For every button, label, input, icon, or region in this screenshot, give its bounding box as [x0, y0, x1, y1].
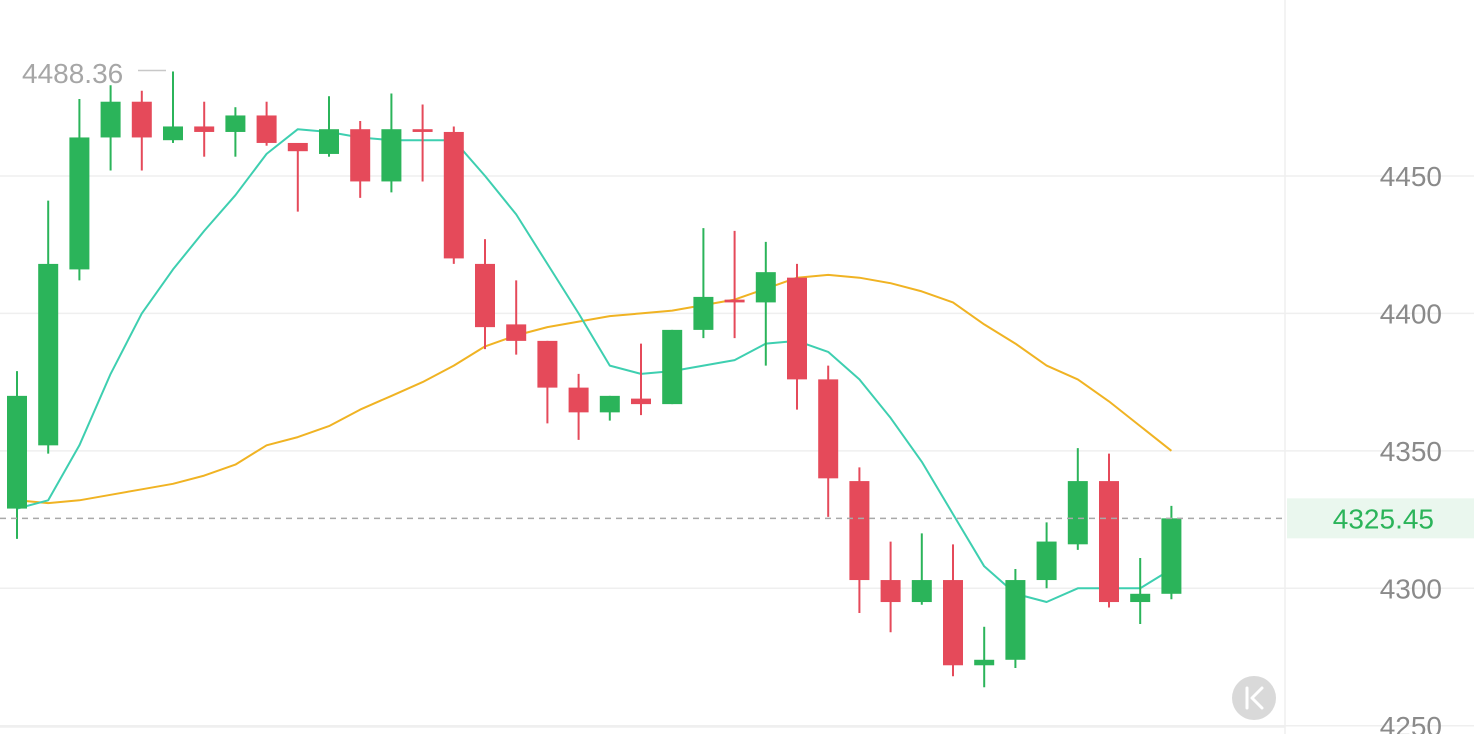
candle[interactable] [568, 373, 589, 440]
candle-body [568, 387, 589, 413]
ma-short-layer [16, 128, 1172, 603]
candle[interactable] [163, 71, 183, 143]
y-tick-label: 4350 [1380, 436, 1442, 467]
candle[interactable] [693, 228, 714, 339]
candle[interactable] [1067, 448, 1088, 550]
candle-body [631, 398, 651, 405]
candle[interactable] [755, 241, 776, 366]
candle[interactable] [662, 329, 683, 405]
candle[interactable] [818, 365, 839, 517]
candles-layer [7, 71, 1182, 688]
candle-body [131, 101, 152, 138]
chevrons-left-icon [1245, 686, 1264, 710]
candle[interactable] [943, 544, 963, 677]
candle[interactable] [350, 120, 371, 198]
candle-body [724, 299, 745, 303]
candle[interactable] [1130, 558, 1151, 625]
y-tick-label: 4250 [1380, 711, 1442, 734]
y-tick-label: 4450 [1380, 161, 1442, 192]
candle-body [599, 395, 620, 413]
candle-body [1161, 518, 1182, 594]
scroll-to-latest-button[interactable] [1232, 676, 1276, 720]
candle-body [537, 340, 558, 388]
candle-body [1067, 481, 1088, 545]
candle-body [1099, 481, 1119, 603]
candle[interactable] [100, 85, 121, 171]
candle[interactable] [880, 541, 901, 633]
candle[interactable] [443, 126, 464, 264]
candle-body [287, 142, 308, 152]
high-marker: 4488.36 [22, 58, 166, 89]
candle-body [7, 395, 27, 509]
candle[interactable] [7, 371, 27, 539]
candle[interactable] [69, 98, 90, 281]
candle-body [943, 580, 963, 666]
candle[interactable] [475, 239, 495, 350]
ma-long-line [16, 273, 1173, 505]
candle-body [506, 324, 527, 341]
candle-body [100, 101, 121, 138]
candle[interactable] [911, 533, 932, 605]
candle-body [381, 129, 402, 182]
candle[interactable] [38, 200, 59, 454]
candle-body [1005, 580, 1026, 660]
y-axis: 4450 4400 4350 4300 4250 [1380, 161, 1442, 734]
candle-body [662, 329, 683, 405]
candle-body [443, 131, 464, 259]
candle-body [693, 296, 714, 330]
candle[interactable] [319, 96, 339, 157]
candle[interactable] [225, 107, 246, 157]
candle[interactable] [256, 101, 277, 146]
candle[interactable] [787, 263, 807, 410]
candle-body [911, 580, 932, 603]
candle-body [974, 659, 995, 666]
candle-body [880, 580, 901, 603]
candle-body [787, 277, 807, 380]
candle[interactable] [506, 280, 527, 355]
candle-body [69, 137, 90, 270]
candle[interactable] [974, 626, 995, 688]
ma-short-line [16, 128, 1172, 603]
candle[interactable] [724, 230, 745, 339]
candle[interactable] [1005, 569, 1026, 669]
candle[interactable] [287, 142, 308, 212]
candle-body [350, 129, 371, 182]
y-tick-label: 4300 [1380, 573, 1442, 604]
ma-long-layer [16, 273, 1173, 505]
candle[interactable] [412, 104, 433, 182]
candle-body [1130, 593, 1151, 603]
candle-body [412, 129, 433, 132]
candle-body [475, 263, 495, 328]
candle[interactable] [1161, 505, 1182, 600]
candle-body [319, 129, 339, 154]
candle[interactable] [1036, 522, 1057, 589]
candle[interactable] [131, 90, 152, 171]
candle[interactable] [381, 93, 402, 193]
candle-body [38, 263, 59, 446]
candle[interactable] [631, 343, 651, 416]
candle-body [163, 126, 183, 141]
candle-body [818, 379, 839, 479]
candle-body [1036, 541, 1057, 581]
high-label: 4488.36 [22, 58, 123, 89]
candle[interactable] [194, 101, 215, 157]
candle[interactable] [599, 395, 620, 421]
current-price-label: 4325.45 [1333, 503, 1434, 534]
candle[interactable] [537, 340, 558, 424]
candle-body [755, 272, 776, 303]
y-tick-label: 4400 [1380, 298, 1442, 329]
candle-body [256, 115, 277, 143]
candle[interactable] [1099, 453, 1119, 608]
candle-body [194, 126, 215, 132]
candle[interactable] [849, 467, 870, 614]
candle-body [849, 481, 870, 581]
current-price-badge: 4325.45 [1287, 498, 1474, 539]
candle-body [225, 115, 246, 132]
